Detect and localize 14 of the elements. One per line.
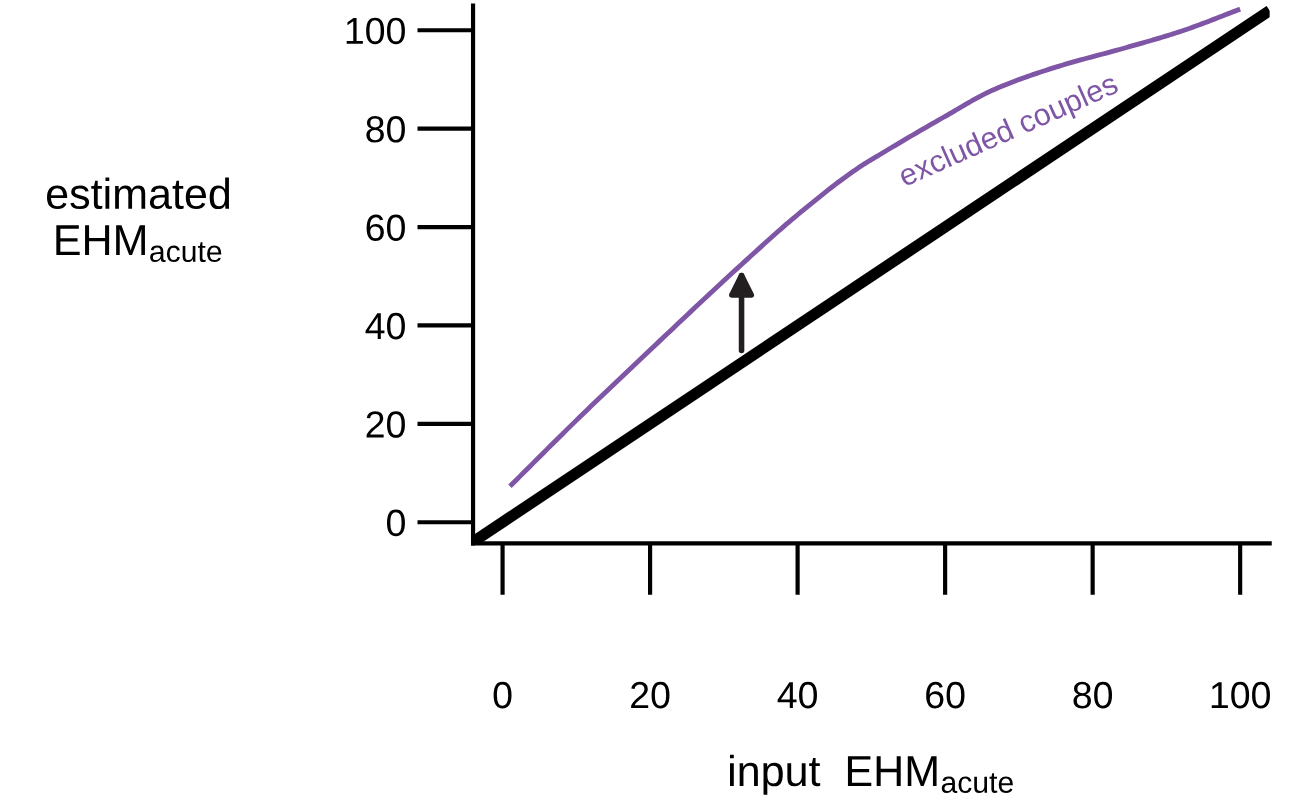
- x-axis-title: input EHM$_{acute}$: [730, 754, 1013, 795]
- x-tick-label: 60: [926, 681, 965, 709]
- x-tick-label: 0: [493, 681, 512, 709]
- y-tick-label: 40: [365, 312, 405, 340]
- y-tick-label: 0: [387, 509, 405, 537]
- x-tick-label: 40: [777, 681, 817, 709]
- y-axis-title: estimated EHM$_{acute}$: [46, 177, 230, 263]
- y-tick-label: 20: [366, 411, 405, 438]
- y-tick-label: 80: [366, 116, 405, 143]
- y-tick-label: 60: [366, 214, 405, 242]
- x-tick-label: 80: [1073, 681, 1113, 709]
- x-tick-label: 100: [1211, 681, 1270, 709]
- y-tick-label: 100: [346, 17, 405, 45]
- x-tick-label: 20: [631, 681, 670, 709]
